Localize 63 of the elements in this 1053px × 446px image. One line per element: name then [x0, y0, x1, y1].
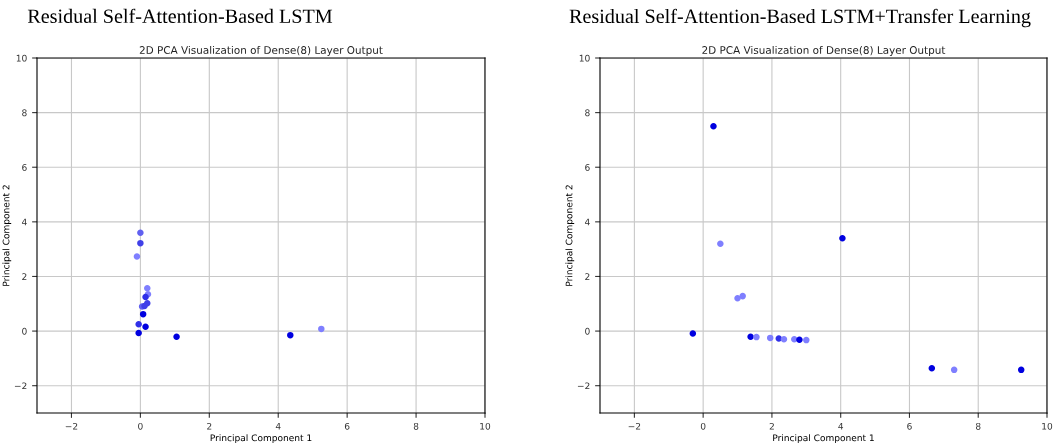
point [318, 325, 325, 333]
point [780, 336, 788, 343]
point [287, 331, 294, 339]
x-tick-label: 8 [975, 422, 981, 430]
point [839, 234, 846, 242]
point [734, 295, 741, 302]
x-tick-label: 0 [700, 422, 706, 430]
point [139, 310, 147, 318]
y-tick-label: 2 [22, 273, 27, 280]
point [803, 336, 810, 344]
point [689, 330, 697, 337]
chart-subtitle: 2D PCA Visualization of Dense(8) Layer Output [702, 45, 946, 56]
x-tick-label: 4 [275, 423, 281, 430]
point [142, 323, 149, 330]
x-tick-label: 4 [838, 423, 844, 430]
y-tick-label: 4 [21, 218, 27, 226]
y-tick-label: 0 [585, 327, 590, 335]
point [133, 253, 141, 260]
point [775, 335, 783, 342]
point [766, 334, 774, 342]
x-tick-label: 8 [413, 422, 419, 430]
y-tick-label: 6 [585, 163, 590, 171]
x-tick-label: 6 [907, 422, 912, 430]
point [753, 333, 760, 341]
y-tick-label: 4 [584, 218, 590, 226]
point [1017, 366, 1025, 374]
y-tick-label: 8 [585, 109, 590, 117]
chart-subtitle: 2D PCA Visualization of Dense(8) Layer Output [139, 45, 383, 56]
point [796, 336, 803, 344]
x-tick-label: 10 [480, 422, 491, 430]
y-tick-label: 10 [16, 54, 27, 62]
point [144, 284, 151, 292]
point [950, 366, 958, 374]
point [137, 239, 144, 247]
point [137, 229, 144, 237]
y-axis-title: Principal Component 2 [2, 185, 12, 286]
point [173, 333, 180, 341]
chart-title: Residual Self-Attention-Based LSTM+Transfer Learning [569, 8, 1031, 28]
point [717, 240, 724, 247]
x-tick-label: 10 [1042, 422, 1053, 430]
y-tick-label: 2 [585, 273, 590, 280]
x-tick-label: 2 [769, 422, 774, 430]
y-tick-label: −2 [577, 382, 590, 390]
y-tick-label: −2 [14, 382, 27, 390]
point [135, 329, 142, 337]
x-axis-title: Principal Component 1 [773, 434, 874, 443]
y-tick-label: 6 [22, 163, 27, 171]
point [928, 364, 936, 372]
x-tick-label: 0 [138, 422, 143, 430]
y-tick-label: 0 [22, 327, 27, 335]
x-tick-label: 6 [344, 422, 350, 430]
point [747, 333, 754, 341]
chart-title: Residual Self-Attention-Based LSTM [27, 8, 333, 24]
x-tick-label: −2 [628, 422, 641, 430]
y-tick-label: 10 [579, 54, 590, 62]
point [710, 123, 717, 130]
y-axis-title: Principal Component 2 [565, 185, 575, 286]
x-tick-label: −2 [65, 422, 78, 430]
y-tick-label: 8 [22, 109, 27, 117]
point [739, 292, 746, 300]
x-tick-label: 2 [207, 422, 212, 430]
point [135, 320, 142, 328]
x-axis-title: Principal Component 1 [210, 434, 312, 443]
